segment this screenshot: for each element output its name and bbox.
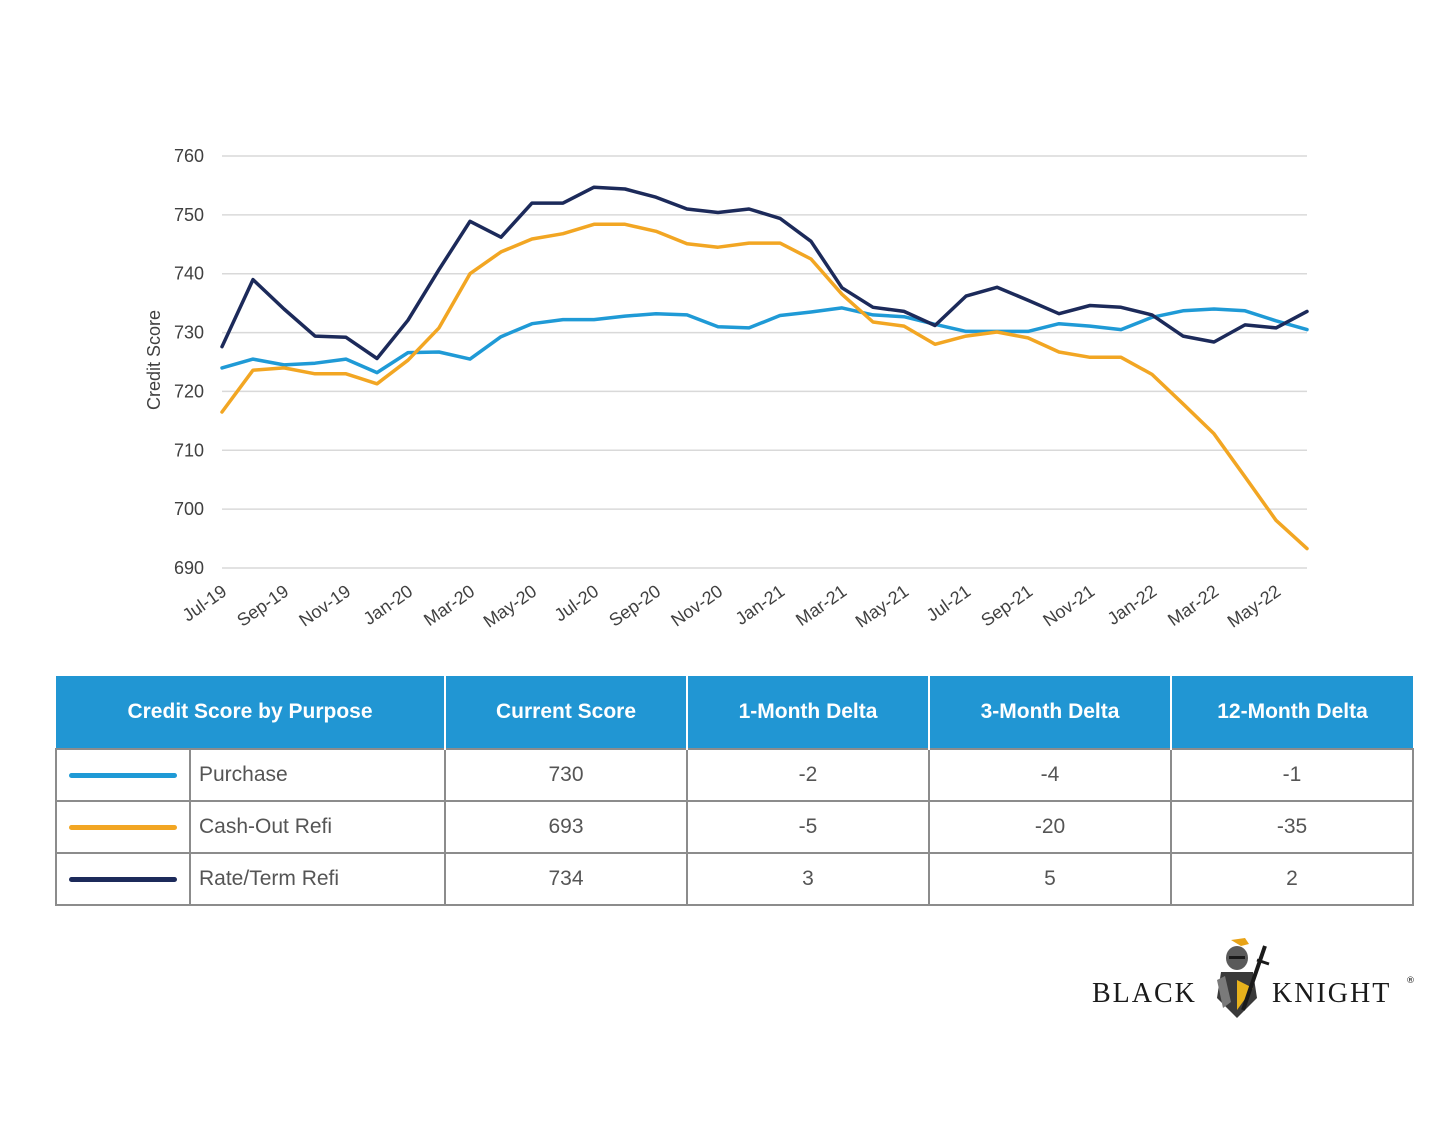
x-tick-label: Mar-21 <box>792 581 850 630</box>
one-month-delta-cell: 3 <box>686 852 931 906</box>
header-purpose: Credit Score by Purpose <box>56 676 447 749</box>
logo-word-knight: KNIGHT <box>1272 978 1392 1009</box>
x-tick-label: Mar-22 <box>1164 581 1222 630</box>
legend-swatch-cell <box>55 800 191 854</box>
x-tick-label: Nov-19 <box>295 581 354 631</box>
legend-swatch-cash-out-refi <box>69 824 177 830</box>
y-tick-label: 690 <box>174 558 204 578</box>
legend-swatch-cell <box>55 852 191 906</box>
current-score-cell: 734 <box>444 852 689 906</box>
y-tick-label: 700 <box>174 499 204 519</box>
line-chart: 760 750 740 730 720 710 700 690 Jul-19 Sep-19 Nov… <box>144 146 1309 632</box>
three-month-delta-cell: -20 <box>928 800 1173 854</box>
row-label: Cash-Out Refi <box>188 800 447 854</box>
one-month-delta-cell: -2 <box>686 748 931 802</box>
black-knight-logo: BLACK KNIGHT ® <box>1092 936 1422 1026</box>
x-tick-label: Jul-20 <box>551 581 603 626</box>
x-tick-label: May-20 <box>480 581 541 632</box>
x-tick-label: Jul-19 <box>179 581 231 626</box>
table-row: Purchase 730 -2 -4 -1 <box>55 748 1415 802</box>
logo-word-black: BLACK <box>1092 978 1197 1009</box>
x-tick-label: Jan-22 <box>1104 581 1161 629</box>
series-line-rate-term-refi <box>220 185 1309 361</box>
one-month-delta-cell: -5 <box>686 800 931 854</box>
x-tick-label: Jan-21 <box>732 581 789 629</box>
legend-swatch-rate-term-refi <box>69 876 177 882</box>
header-12-month-delta: 12-Month Delta <box>1170 676 1414 749</box>
x-tick-label: Sep-21 <box>977 581 1036 631</box>
x-tick-label: Jul-21 <box>923 581 975 626</box>
x-tick-label: Mar-20 <box>420 581 478 630</box>
y-axis-title: Credit Score <box>144 310 164 410</box>
current-score-cell: 730 <box>444 748 689 802</box>
row-label: Purchase <box>188 748 447 802</box>
y-tick-label: 730 <box>174 323 204 343</box>
x-tick-label: Sep-19 <box>233 581 292 631</box>
twelve-month-delta-cell: -35 <box>1170 800 1415 854</box>
twelve-month-delta-cell: -1 <box>1170 748 1415 802</box>
y-axis-ticks: 760 750 740 730 720 710 700 690 <box>174 146 204 578</box>
x-tick-label: Nov-20 <box>667 581 726 631</box>
credit-score-table: Credit Score by Purpose Current Score 1-… <box>55 676 1415 906</box>
x-tick-label: Jan-20 <box>360 581 417 629</box>
current-score-cell: 693 <box>444 800 689 854</box>
y-tick-label: 750 <box>174 205 204 225</box>
series-lines <box>220 185 1309 551</box>
y-tick-label: 710 <box>174 440 204 460</box>
y-tick-label: 740 <box>174 264 204 284</box>
gridlines <box>222 155 1307 569</box>
table-row: Rate/Term Refi 734 3 5 2 <box>55 852 1415 906</box>
table-row: Cash-Out Refi 693 -5 -20 -35 <box>55 800 1415 854</box>
header-current-score: Current Score <box>444 676 689 749</box>
x-axis-ticks: Jul-19 Sep-19 Nov-19 Jan-20 Mar-20 May-20 Jul-… <box>179 581 1285 632</box>
three-month-delta-cell: -4 <box>928 748 1173 802</box>
x-tick-label: Sep-20 <box>605 581 664 631</box>
knight-icon <box>1217 938 1270 1018</box>
series-line-cash-out-refi <box>220 222 1309 551</box>
legend-swatch-purchase <box>69 772 177 778</box>
x-tick-label: Nov-21 <box>1039 581 1098 631</box>
twelve-month-delta-cell: 2 <box>1170 852 1415 906</box>
series-line-purchase <box>220 306 1309 375</box>
x-tick-label: May-21 <box>852 581 913 632</box>
row-label: Rate/Term Refi <box>188 852 447 906</box>
legend-swatch-cell <box>55 748 191 802</box>
x-tick-label: May-22 <box>1224 581 1285 632</box>
table-header-row: Credit Score by Purpose Current Score 1-… <box>56 676 1414 749</box>
y-tick-label: 760 <box>174 146 204 166</box>
registered-mark: ® <box>1406 976 1415 986</box>
y-tick-label: 720 <box>174 381 204 401</box>
header-1-month-delta: 1-Month Delta <box>686 676 931 749</box>
header-3-month-delta: 3-Month Delta <box>928 676 1173 749</box>
three-month-delta-cell: 5 <box>928 852 1173 906</box>
